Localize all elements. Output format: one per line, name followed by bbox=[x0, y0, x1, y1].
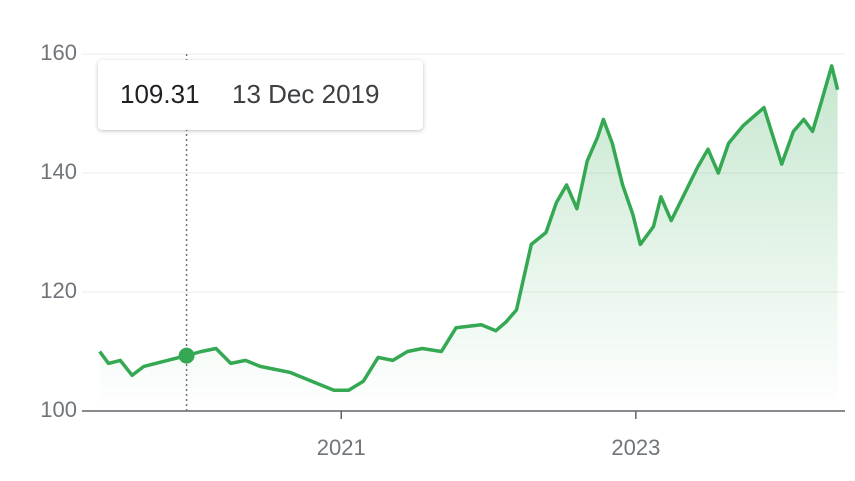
tooltip-value: 109.31 bbox=[120, 79, 200, 109]
y-tick-label: 120 bbox=[40, 278, 77, 303]
tooltip-date: 13 Dec 2019 bbox=[232, 79, 379, 109]
area-fill bbox=[99, 65, 838, 412]
tooltip: 109.31 13 Dec 2019 bbox=[98, 60, 423, 130]
y-tick-label: 140 bbox=[40, 159, 77, 184]
x-tick-label: 2023 bbox=[611, 435, 660, 460]
tooltip-box bbox=[98, 60, 423, 130]
x-tick-label: 2021 bbox=[317, 435, 366, 460]
hover-point bbox=[178, 347, 195, 364]
price-line bbox=[98, 64, 840, 392]
grid: 100 120 140 160 2021 2023 bbox=[40, 40, 845, 460]
y-tick-label: 160 bbox=[40, 40, 77, 65]
plot bbox=[98, 54, 840, 412]
y-tick-label: 100 bbox=[40, 397, 77, 422]
